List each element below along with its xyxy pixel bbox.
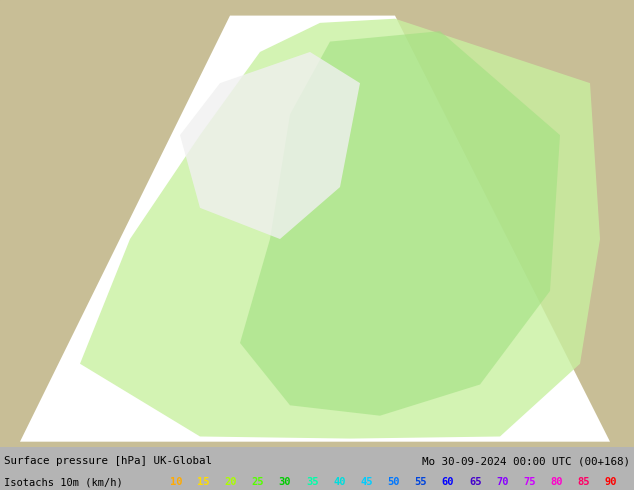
Text: 70: 70 <box>496 477 508 487</box>
Text: 75: 75 <box>523 477 536 487</box>
Text: 30: 30 <box>279 477 291 487</box>
Text: 55: 55 <box>415 477 427 487</box>
Text: 80: 80 <box>550 477 563 487</box>
Text: 15: 15 <box>197 477 210 487</box>
Text: 90: 90 <box>605 477 618 487</box>
Text: 85: 85 <box>578 477 590 487</box>
Text: 45: 45 <box>360 477 373 487</box>
Polygon shape <box>180 52 360 239</box>
Text: 20: 20 <box>224 477 237 487</box>
Polygon shape <box>20 16 610 441</box>
Text: 65: 65 <box>469 477 481 487</box>
Polygon shape <box>80 19 600 439</box>
Polygon shape <box>240 31 560 416</box>
Text: 50: 50 <box>387 477 400 487</box>
Text: Mo 30-09-2024 00:00 UTC (00+168): Mo 30-09-2024 00:00 UTC (00+168) <box>422 456 630 466</box>
Text: Surface pressure [hPa] UK-Global: Surface pressure [hPa] UK-Global <box>4 456 212 466</box>
Text: 35: 35 <box>306 477 318 487</box>
Text: 25: 25 <box>252 477 264 487</box>
Text: 40: 40 <box>333 477 346 487</box>
Text: 60: 60 <box>442 477 455 487</box>
Text: Isotachs 10m (km/h): Isotachs 10m (km/h) <box>4 477 123 487</box>
Text: 10: 10 <box>170 477 183 487</box>
